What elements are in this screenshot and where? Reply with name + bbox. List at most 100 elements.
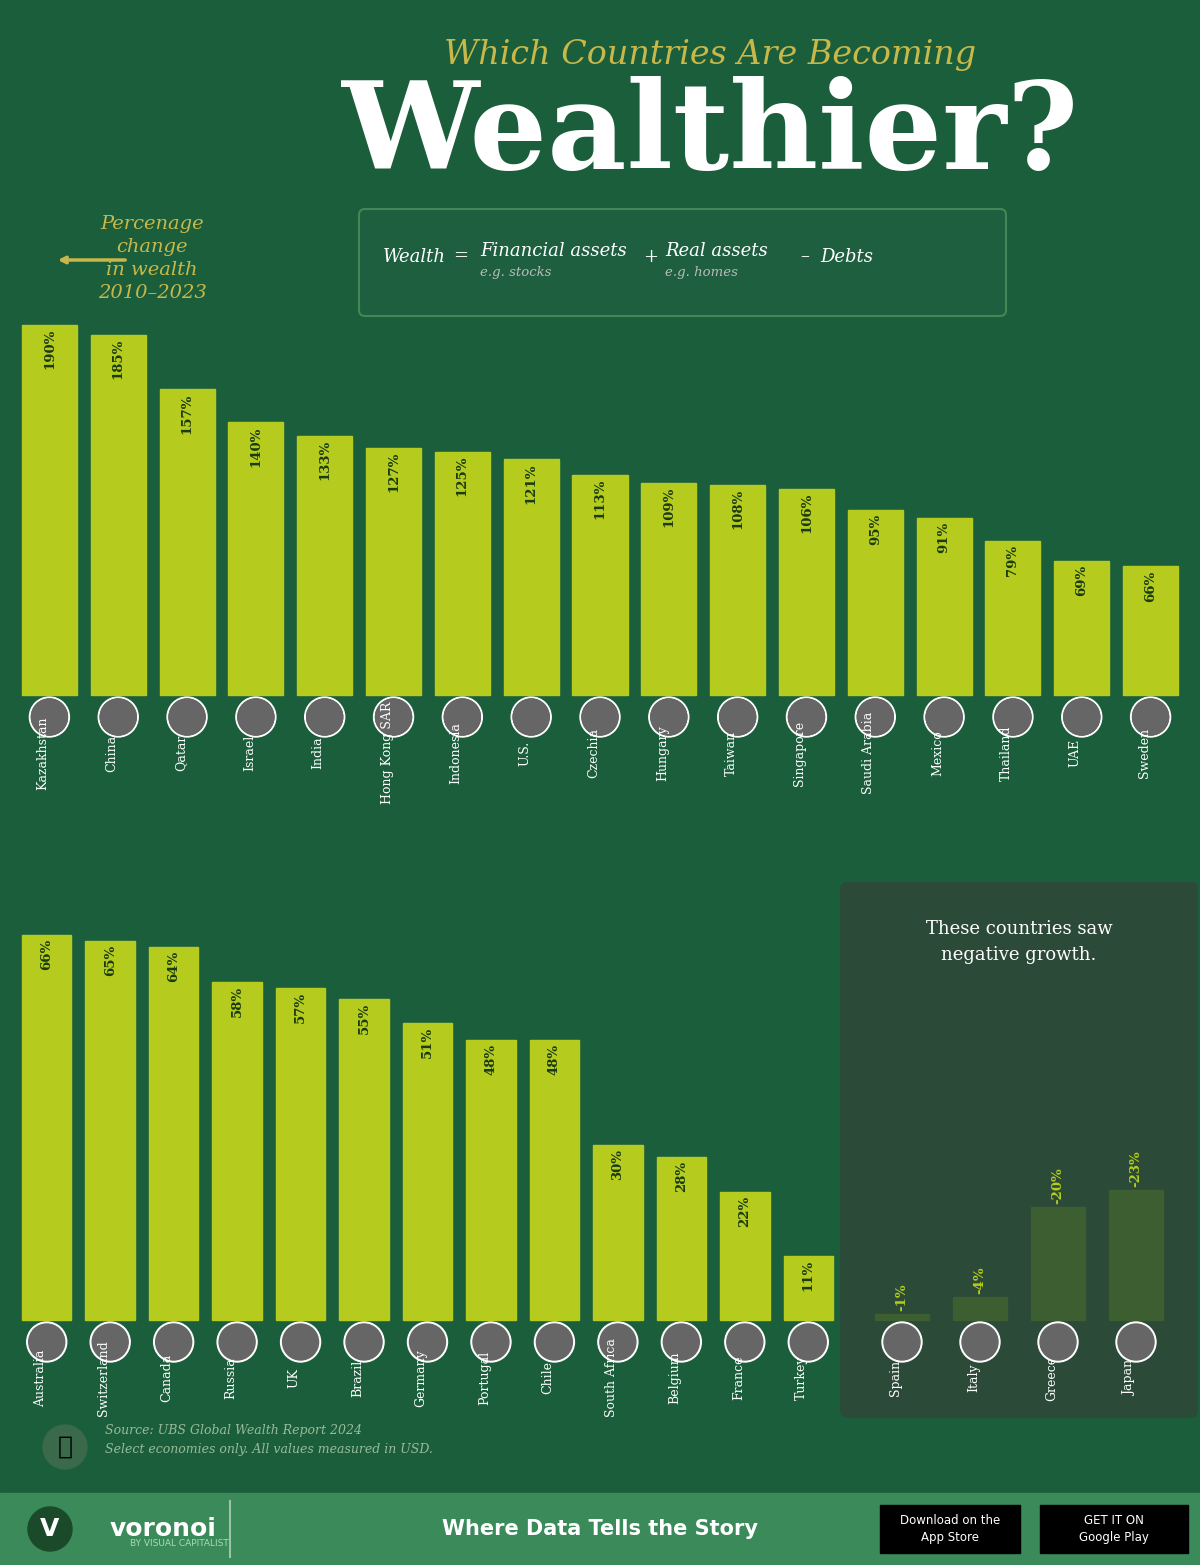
Text: Canada: Canada [161,1354,174,1402]
Text: France: France [732,1355,745,1401]
Circle shape [101,700,137,736]
Circle shape [857,700,893,736]
Circle shape [514,700,550,736]
Text: Hungary: Hungary [656,725,668,781]
Circle shape [29,1324,65,1360]
Circle shape [28,1507,72,1551]
Text: Turkey: Turkey [796,1355,809,1401]
Bar [954,1297,1007,1319]
Bar [276,988,325,1319]
Bar [467,1041,516,1319]
Circle shape [281,1322,320,1362]
Bar [340,998,389,1319]
Text: 28%: 28% [674,1161,688,1193]
Text: 65%: 65% [103,945,116,977]
Bar [434,452,490,695]
Circle shape [791,1324,827,1360]
Circle shape [514,700,550,736]
Bar [1110,1189,1163,1319]
Text: Singapore: Singapore [793,720,806,786]
Text: 48%: 48% [548,1044,560,1075]
Circle shape [30,696,70,737]
Circle shape [720,700,756,736]
Circle shape [236,696,276,737]
Circle shape [444,700,480,736]
Text: Wealthier?: Wealthier? [342,77,1078,194]
Text: Download on the
App Store: Download on the App Store [900,1513,1000,1545]
Text: Where Data Tells the Story: Where Data Tells the Story [442,1520,758,1538]
Bar [149,947,198,1319]
Bar [504,460,559,695]
Circle shape [727,1324,763,1360]
Circle shape [924,696,964,737]
Circle shape [169,700,205,736]
Circle shape [661,1322,701,1362]
Circle shape [305,696,344,737]
Text: Czechia: Czechia [587,728,600,778]
Text: Japan: Japan [1123,1360,1136,1396]
Text: Mexico: Mexico [931,731,944,776]
Circle shape [43,1426,88,1470]
Circle shape [788,1322,828,1362]
Text: China: China [106,734,119,772]
Text: Portugal: Portugal [478,1351,491,1405]
Text: 185%: 185% [112,338,125,379]
Circle shape [534,1322,575,1362]
Text: 91%: 91% [937,521,950,552]
Circle shape [344,1322,384,1362]
Circle shape [1062,696,1102,737]
Circle shape [992,696,1033,737]
Text: Saudi Arabia: Saudi Arabia [863,712,875,793]
Text: 127%: 127% [388,452,400,491]
FancyBboxPatch shape [359,210,1006,316]
Circle shape [376,700,412,736]
Circle shape [788,700,824,736]
Circle shape [90,1322,130,1362]
Circle shape [1116,1322,1156,1362]
Circle shape [282,1324,318,1360]
Text: +: + [643,247,658,266]
Text: 👁: 👁 [58,1435,72,1459]
Circle shape [598,1322,638,1362]
Circle shape [1038,1322,1078,1362]
Bar [917,518,972,695]
Bar [876,1315,929,1319]
Text: These countries saw
negative growth.: These countries saw negative growth. [925,920,1112,964]
Circle shape [154,1322,193,1362]
Text: Russia: Russia [224,1357,238,1399]
Circle shape [995,700,1031,736]
Circle shape [582,700,618,736]
Text: V: V [41,1516,60,1542]
Text: 140%: 140% [250,426,263,466]
Circle shape [995,700,1031,736]
Text: 51%: 51% [421,1027,434,1058]
Bar [880,1506,1020,1552]
Circle shape [238,700,274,736]
Text: Taiwan: Taiwan [725,731,738,776]
Text: Chile: Chile [541,1362,554,1394]
Circle shape [470,1322,511,1362]
Bar [847,510,902,695]
Circle shape [536,1324,572,1360]
Circle shape [238,700,274,736]
Bar [784,1255,833,1319]
Circle shape [1133,700,1169,736]
Bar [298,437,353,695]
Circle shape [409,1324,445,1360]
Circle shape [926,700,962,736]
Text: Kazakhstan: Kazakhstan [36,717,49,790]
Text: Sweden: Sweden [1138,728,1151,778]
Circle shape [882,1322,922,1362]
Circle shape [650,700,686,736]
Circle shape [376,700,412,736]
Circle shape [649,696,689,737]
Circle shape [169,700,205,736]
Text: Thailand: Thailand [1000,725,1013,781]
Circle shape [788,700,824,736]
Text: 79%: 79% [1007,545,1020,576]
Circle shape [443,696,482,737]
Text: 58%: 58% [230,986,244,1017]
Text: Belgium: Belgium [668,1352,682,1404]
Circle shape [167,696,208,737]
Text: 66%: 66% [1144,571,1157,601]
